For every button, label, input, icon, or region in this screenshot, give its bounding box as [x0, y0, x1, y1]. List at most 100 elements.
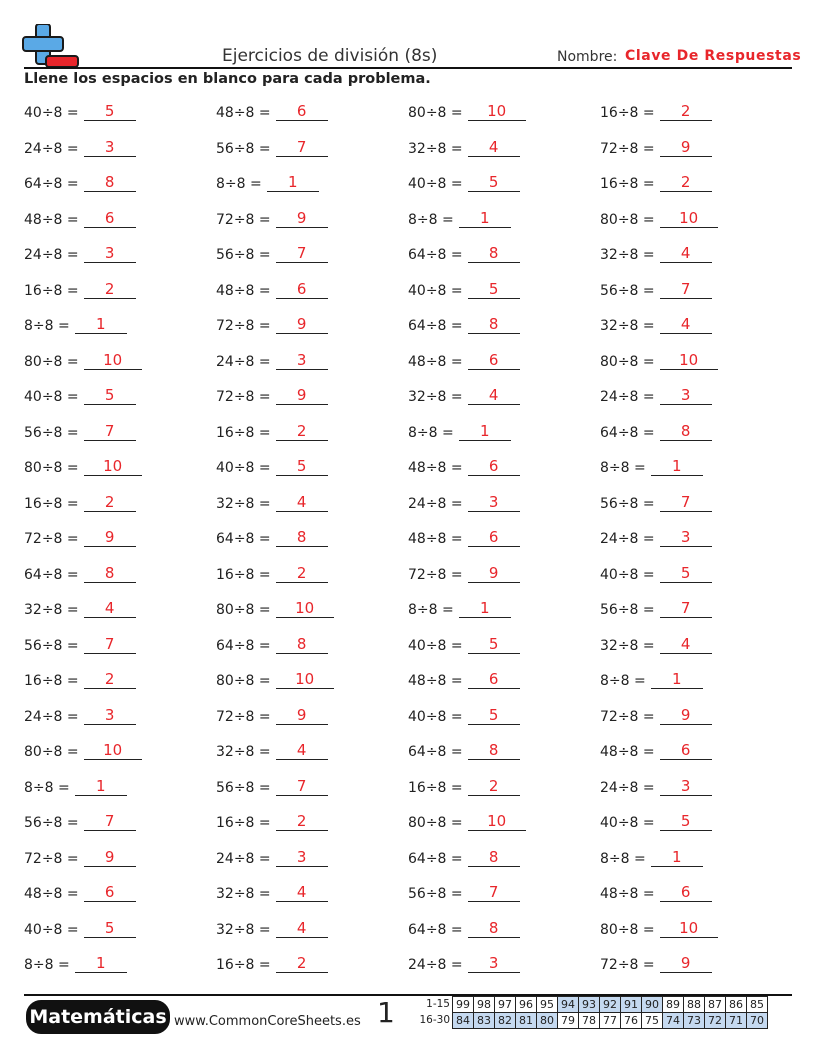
answer-blank[interactable]: 6: [467, 457, 520, 476]
answer-blank[interactable]: 8: [275, 528, 328, 547]
answer-blank[interactable]: 4: [83, 599, 136, 618]
answer-blank[interactable]: 3: [83, 706, 136, 725]
answer-blank[interactable]: 9: [467, 564, 520, 583]
answer-blank[interactable]: 6: [467, 351, 520, 370]
answer-blank[interactable]: 8: [83, 173, 136, 192]
answer-blank[interactable]: 5: [83, 386, 136, 405]
answer-blank[interactable]: 2: [659, 102, 712, 121]
answer-blank[interactable]: 8: [467, 919, 520, 938]
answer-blank[interactable]: 9: [275, 706, 328, 725]
answer-blank[interactable]: 7: [83, 635, 136, 654]
answer-blank[interactable]: 1: [458, 599, 511, 618]
answer-blank[interactable]: 5: [275, 457, 328, 476]
answer-blank[interactable]: 9: [83, 528, 136, 547]
answer-blank[interactable]: 5: [83, 102, 136, 121]
answer-blank[interactable]: 10: [659, 351, 718, 370]
answer-blank[interactable]: 1: [74, 315, 127, 334]
answer-blank[interactable]: 1: [266, 173, 319, 192]
answer-blank[interactable]: 9: [275, 315, 328, 334]
answer-blank[interactable]: 8: [467, 244, 520, 263]
answer-blank[interactable]: 5: [467, 706, 520, 725]
answer-blank[interactable]: 10: [659, 209, 718, 228]
answer-blank[interactable]: 1: [458, 209, 511, 228]
answer-blank[interactable]: 1: [650, 670, 703, 689]
answer-blank[interactable]: 7: [83, 422, 136, 441]
answer-blank[interactable]: 10: [83, 741, 142, 760]
answer-blank[interactable]: 9: [275, 209, 328, 228]
answer-blank[interactable]: 6: [467, 670, 520, 689]
answer-blank[interactable]: 8: [467, 741, 520, 760]
answer-blank[interactable]: 10: [83, 457, 142, 476]
answer-blank[interactable]: 6: [83, 883, 136, 902]
answer-blank[interactable]: 2: [83, 670, 136, 689]
answer-blank[interactable]: 4: [275, 741, 328, 760]
answer-blank[interactable]: 5: [467, 280, 520, 299]
answer-blank[interactable]: 6: [275, 280, 328, 299]
answer-blank[interactable]: 9: [659, 954, 712, 973]
answer-blank[interactable]: 4: [275, 883, 328, 902]
answer-blank[interactable]: 9: [659, 706, 712, 725]
answer-blank[interactable]: 6: [467, 528, 520, 547]
answer-blank[interactable]: 3: [659, 528, 712, 547]
answer-blank[interactable]: 4: [467, 386, 520, 405]
answer-blank[interactable]: 8: [83, 564, 136, 583]
answer-blank[interactable]: 10: [83, 351, 142, 370]
answer-blank[interactable]: 1: [650, 848, 703, 867]
answer-blank[interactable]: 2: [83, 493, 136, 512]
answer-blank[interactable]: 5: [659, 812, 712, 831]
answer-blank[interactable]: 10: [275, 670, 334, 689]
answer-blank[interactable]: 3: [659, 777, 712, 796]
answer-blank[interactable]: 7: [275, 244, 328, 263]
answer-blank[interactable]: 9: [83, 848, 136, 867]
answer-blank[interactable]: 10: [659, 919, 718, 938]
answer-blank[interactable]: 9: [275, 386, 328, 405]
answer-blank[interactable]: 3: [275, 351, 328, 370]
answer-blank[interactable]: 3: [659, 386, 712, 405]
answer-blank[interactable]: 3: [275, 848, 328, 867]
answer-blank[interactable]: 10: [467, 102, 526, 121]
answer-blank[interactable]: 7: [659, 599, 712, 618]
answer-blank[interactable]: 1: [74, 777, 127, 796]
answer-blank[interactable]: 4: [275, 493, 328, 512]
answer-blank[interactable]: 7: [659, 493, 712, 512]
answer-blank[interactable]: 8: [659, 422, 712, 441]
answer-blank[interactable]: 7: [275, 138, 328, 157]
answer-blank[interactable]: 1: [74, 954, 127, 973]
answer-blank[interactable]: 1: [650, 457, 703, 476]
answer-blank[interactable]: 3: [83, 244, 136, 263]
answer-blank[interactable]: 4: [659, 635, 712, 654]
answer-blank[interactable]: 5: [467, 173, 520, 192]
answer-blank[interactable]: 6: [83, 209, 136, 228]
answer-blank[interactable]: 10: [467, 812, 526, 831]
answer-blank[interactable]: 2: [659, 173, 712, 192]
answer-blank[interactable]: 2: [83, 280, 136, 299]
answer-blank[interactable]: 5: [83, 919, 136, 938]
answer-blank[interactable]: 4: [467, 138, 520, 157]
answer-blank[interactable]: 4: [659, 315, 712, 334]
answer-blank[interactable]: 1: [458, 422, 511, 441]
answer-blank[interactable]: 5: [659, 564, 712, 583]
answer-blank[interactable]: 3: [467, 954, 520, 973]
answer-blank[interactable]: 3: [83, 138, 136, 157]
answer-blank[interactable]: 5: [467, 635, 520, 654]
answer-blank[interactable]: 2: [275, 812, 328, 831]
answer-blank[interactable]: 7: [83, 812, 136, 831]
answer-blank[interactable]: 9: [659, 138, 712, 157]
answer-blank[interactable]: 3: [467, 493, 520, 512]
answer-blank[interactable]: 2: [467, 777, 520, 796]
answer-blank[interactable]: 2: [275, 422, 328, 441]
answer-blank[interactable]: 7: [467, 883, 520, 902]
answer-blank[interactable]: 4: [659, 244, 712, 263]
answer-blank[interactable]: 6: [275, 102, 328, 121]
answer-blank[interactable]: 7: [275, 777, 328, 796]
answer-blank[interactable]: 10: [275, 599, 334, 618]
answer-blank[interactable]: 2: [275, 954, 328, 973]
answer-blank[interactable]: 4: [275, 919, 328, 938]
answer-blank[interactable]: 7: [659, 280, 712, 299]
answer-blank[interactable]: 6: [659, 741, 712, 760]
answer-blank[interactable]: 8: [467, 315, 520, 334]
answer-blank[interactable]: 8: [275, 635, 328, 654]
answer-blank[interactable]: 2: [275, 564, 328, 583]
answer-blank[interactable]: 8: [467, 848, 520, 867]
answer-blank[interactable]: 6: [659, 883, 712, 902]
